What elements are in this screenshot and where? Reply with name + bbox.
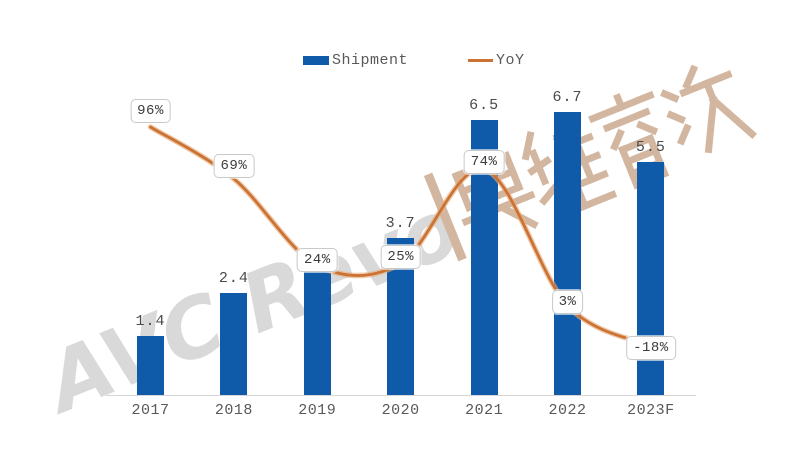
x-tick-2023F: 2023F: [627, 402, 675, 419]
bar-2017: [137, 335, 164, 395]
bar-value-label: 3.7: [385, 215, 416, 233]
bar-value-label: 1.4: [135, 312, 166, 330]
x-tick-2022: 2022: [548, 402, 587, 419]
legend: Shipment YoY: [303, 51, 525, 69]
legend-yoy-label: YoY: [496, 51, 525, 69]
bar-value-label: 6.7: [552, 88, 583, 106]
x-tick-2017: 2017: [131, 402, 170, 419]
x-tick-2021: 2021: [465, 402, 504, 419]
x-tick-2019: 2019: [298, 402, 337, 419]
x-tick-2020: 2020: [381, 402, 420, 419]
x-axis-line: [106, 395, 696, 396]
legend-shipment-swatch: [303, 55, 329, 65]
bar-2022: [554, 111, 581, 395]
yoy-callout-2018: 69%: [213, 153, 255, 178]
legend-yoy-swatch: [468, 58, 494, 62]
x-tick-2018: 2018: [214, 402, 253, 419]
yoy-callout-2021: 74%: [463, 150, 505, 175]
bar-2019: [303, 268, 331, 395]
bar-value-label: 5.5: [635, 139, 666, 157]
bar-value-label: 6.5: [469, 97, 500, 115]
bar-value-label: 2.4: [218, 270, 249, 288]
yoy-callout-2019: 24%: [296, 248, 338, 273]
bar-2018: [220, 293, 248, 395]
yoy-callout-2022: 3%: [551, 289, 584, 314]
legend-shipment-label: Shipment: [332, 51, 409, 69]
yoy-callout-2017: 96%: [130, 99, 171, 123]
yoy-callout-2023F: -18%: [626, 335, 676, 360]
yoy-callout-2020: 25%: [380, 245, 422, 270]
